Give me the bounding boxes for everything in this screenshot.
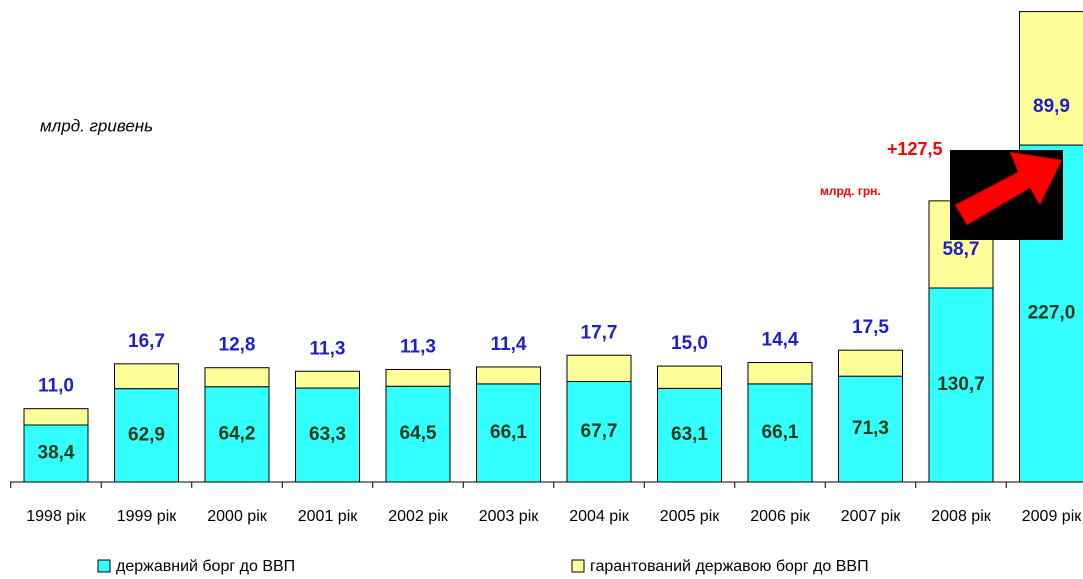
bar-segment — [747, 362, 813, 385]
value-label: 17,7 — [581, 322, 618, 343]
value-label: 89,9 — [1033, 96, 1070, 117]
bar-segment — [566, 354, 632, 383]
value-label: 71,3 — [852, 418, 889, 439]
x-tick-label: 2000 рік — [207, 508, 267, 525]
bar-segment — [838, 349, 903, 377]
value-label: 14,4 — [762, 330, 799, 351]
bar-segment — [204, 367, 270, 388]
value-label: 15,0 — [671, 333, 708, 354]
value-label: 63,3 — [309, 424, 346, 445]
value-label: 67,7 — [581, 421, 618, 442]
x-tick-label: 2003 рік — [479, 508, 539, 525]
bar-segment — [657, 387, 722, 483]
bar-segment — [114, 388, 179, 483]
x-tick-label: 2002 рік — [388, 508, 448, 525]
value-label: 11,3 — [310, 338, 346, 359]
arrow — [954, 151, 1063, 226]
legend-swatch — [97, 559, 111, 573]
bar-segment — [838, 375, 903, 483]
bar-segment — [295, 387, 360, 483]
value-label: 66,1 — [762, 422, 799, 443]
unit-label: млрд. гривень — [40, 116, 153, 135]
x-tick-label: 2009 рік — [1022, 508, 1082, 525]
arrow-box — [950, 150, 1063, 240]
x-tick-label: 2005 рік — [660, 508, 720, 525]
x-tick-label: 2004 рік — [569, 508, 629, 525]
bar-segment — [1019, 11, 1083, 146]
x-tick-label: 2007 рік — [841, 508, 901, 525]
bar-segment — [385, 385, 451, 483]
x-tick-label: 2008 рік — [931, 508, 991, 525]
annotation: +127,5 — [887, 139, 943, 159]
bar-segment — [385, 368, 451, 387]
value-label: 11,0 — [38, 376, 74, 397]
value-label: 62,9 — [128, 424, 165, 445]
x-tick-label: 1998 рік — [26, 508, 86, 525]
value-label: 38,4 — [38, 443, 75, 464]
value-label: 66,1 — [490, 422, 527, 443]
value-label: 63,1 — [671, 424, 708, 445]
x-tick-label: 2001 рік — [298, 508, 358, 525]
legend-label: гарантований державою борг до ВВП — [590, 558, 869, 575]
value-label: 58,7 — [943, 239, 980, 260]
value-label: 12,8 — [219, 335, 256, 356]
value-label: 64,2 — [219, 423, 256, 444]
value-label: 11,3 — [400, 337, 436, 358]
value-label: 11,4 — [491, 334, 527, 355]
value-label: 227,0 — [1028, 303, 1076, 324]
value-label: 64,5 — [400, 423, 437, 444]
x-tick-label: 1999 рік — [117, 508, 177, 525]
x-tick-label: 2006 рік — [750, 508, 810, 525]
bar-segment — [114, 363, 179, 390]
bar-segment — [928, 287, 994, 483]
bar-segment — [657, 365, 722, 389]
annotation: млрд. грн. — [820, 184, 881, 198]
bar-segment — [476, 366, 541, 385]
value-label: 130,7 — [937, 374, 985, 395]
legend-label: державний борг до ВВП — [116, 558, 295, 575]
bar-segment — [476, 383, 541, 483]
bar-segment — [295, 370, 360, 389]
bar-segment — [23, 424, 89, 483]
legend-swatch — [571, 559, 585, 573]
bar-segment — [23, 408, 89, 426]
value-label: 17,5 — [852, 317, 889, 338]
value-label: 16,7 — [128, 331, 165, 352]
